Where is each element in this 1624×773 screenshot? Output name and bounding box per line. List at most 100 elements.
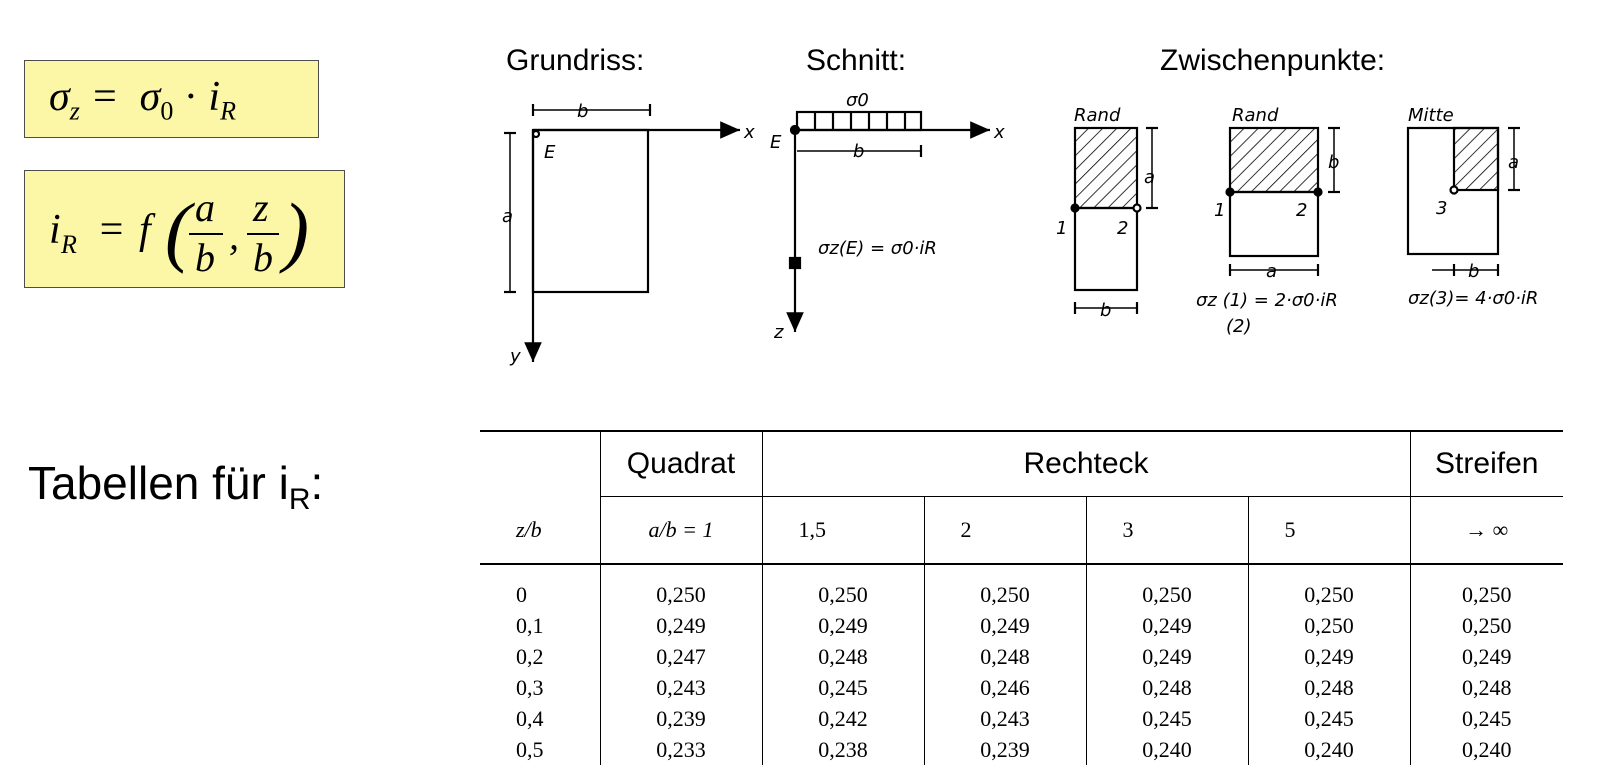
svg-text:a: a xyxy=(195,185,215,230)
group-rechteck: Rechteck xyxy=(761,430,1410,497)
zp-rand-2-a: a xyxy=(1266,261,1277,282)
svg-text:): ) xyxy=(279,187,309,274)
table-row: 0,4 0,239 0,242 0,243 0,245 0,245 0,245 xyxy=(480,703,1563,734)
zp-rand-1 xyxy=(1070,126,1158,314)
value-cell: 0,249 xyxy=(923,610,1086,641)
schnitt-sigmaE: σz(E) = σ0·iR xyxy=(818,238,937,259)
value-cell: 0,239 xyxy=(923,734,1086,765)
row-zb-cell: 0,1 xyxy=(516,613,544,638)
value-cell: 0,243 xyxy=(923,703,1086,734)
col-3: 3 xyxy=(1085,496,1248,564)
value-cell: 0,250 xyxy=(1247,563,1410,610)
grundriss-y: y xyxy=(509,346,521,367)
value-cell: 0,249 xyxy=(599,610,762,641)
value-cell: 0,240 xyxy=(1409,734,1563,765)
label-zwischenpunkte: Zwischenpunkte: xyxy=(1160,44,1386,77)
value-cell: 0,249 xyxy=(1409,641,1563,672)
svg-text:b: b xyxy=(195,235,215,280)
value-cell: 0,240 xyxy=(1247,734,1410,765)
value-cell: 0,250 xyxy=(599,563,762,610)
value-cell: 0,250 xyxy=(923,563,1086,610)
group-streifen: Streifen xyxy=(1409,430,1563,497)
row-zb-cell: 0,3 xyxy=(516,675,544,700)
value-cell: 0,247 xyxy=(599,641,762,672)
diagram-area: b a E x y σ0 E b x z σz(E) = σ0·iR Rand … xyxy=(502,90,1538,367)
row-zb-cell: 0,5 xyxy=(516,737,544,762)
zp-rand-2-label: Rand xyxy=(1232,105,1279,126)
schnitt-b: b xyxy=(853,141,864,162)
value-cell: 0,250 xyxy=(761,563,924,610)
formula-sigma: σz = σ0 · iR xyxy=(49,74,236,126)
zp-mitte-label: Mitte xyxy=(1408,105,1454,126)
zp-rand-2-sigma: σz (1) = 2·σ0·iR xyxy=(1196,290,1338,311)
table-row: 0,5 0,233 0,238 0,239 0,240 0,240 0,240 xyxy=(480,734,1563,765)
grundriss-diagram xyxy=(504,104,740,362)
zp-rand-2 xyxy=(1225,126,1340,276)
row-zb-cell: 0 xyxy=(480,563,600,610)
grundriss-x: x xyxy=(743,122,755,143)
col-5: 5 xyxy=(1247,496,1410,564)
zp-rand-2-sigma2: (2) xyxy=(1226,316,1252,337)
value-cell: 0,250 xyxy=(1409,610,1563,641)
value-cell: 0,245 xyxy=(1247,703,1410,734)
svg-text:(: ( xyxy=(165,187,195,274)
influence-table: Quadrat Rechteck Streifen z/b a/b = 1 1,… xyxy=(480,430,1563,765)
svg-text:,: , xyxy=(229,213,239,258)
zp-mitte xyxy=(1406,126,1520,276)
col-2: 2 xyxy=(923,496,1086,564)
schnitt-E: E xyxy=(770,132,782,153)
value-cell: 0,245 xyxy=(761,672,924,703)
value-cell: 0,250 xyxy=(1409,563,1563,610)
value-cell: 0,240 xyxy=(1085,734,1248,765)
schnitt-diagram xyxy=(786,110,990,332)
formula-influence-box: i R = f ( a b , z b ) xyxy=(24,170,345,288)
zp-rand-1-a: a xyxy=(1144,167,1155,188)
zp-rand-1-label: Rand xyxy=(1074,105,1121,126)
zp-rand-1-b: b xyxy=(1100,300,1111,321)
value-cell: 0,248 xyxy=(923,641,1086,672)
row-zb-cell: 0,4 xyxy=(516,706,544,731)
zp-mitte-b: b xyxy=(1468,261,1479,282)
table-row: 0,1 0,249 0,249 0,249 0,249 0,250 0,250 xyxy=(480,610,1563,641)
label-grundriss: Grundriss: xyxy=(506,44,645,77)
zp-rand-1-p1: 1 xyxy=(1056,218,1067,239)
value-cell: 0,249 xyxy=(761,610,924,641)
svg-text:=: = xyxy=(97,207,125,253)
row-zb-cell: 0,2 xyxy=(516,644,544,669)
zp-rand-2-b: b xyxy=(1328,152,1339,173)
grundriss-E: E xyxy=(544,142,556,163)
value-cell: 0,238 xyxy=(761,734,924,765)
zp-rand-2-p2: 2 xyxy=(1296,200,1307,221)
value-cell: 0,250 xyxy=(1085,563,1248,610)
group-quadrat: Quadrat xyxy=(599,430,762,497)
value-cell: 0,245 xyxy=(1085,703,1248,734)
zp-rand-2-p1: 1 xyxy=(1214,200,1225,221)
value-cell: 0,249 xyxy=(1085,610,1248,641)
table-row: 0 0,250 0,250 0,250 0,250 0,250 0,250 xyxy=(480,563,1563,610)
value-cell: 0,250 xyxy=(1247,610,1410,641)
svg-text:R: R xyxy=(60,230,77,259)
zp-mitte-p3: 3 xyxy=(1436,198,1447,219)
value-cell: 0,248 xyxy=(1085,672,1248,703)
value-cell: 0,242 xyxy=(761,703,924,734)
value-cell: 0,248 xyxy=(761,641,924,672)
value-cell: 0,248 xyxy=(1247,672,1410,703)
col-ab1: a/b = 1 xyxy=(599,496,762,564)
zp-rand-1-p2: 2 xyxy=(1117,218,1128,239)
value-cell: 0,239 xyxy=(599,703,762,734)
zp-mitte-sigma: σz(3)= 4·σ0·iR xyxy=(1408,288,1538,309)
schnitt-sigma0: σ0 xyxy=(846,90,869,111)
col-zb: z/b xyxy=(516,516,542,542)
value-cell: 0,233 xyxy=(599,734,762,765)
svg-text:i: i xyxy=(49,207,61,253)
svg-text:b: b xyxy=(253,235,273,280)
svg-text:z: z xyxy=(252,185,269,230)
col-1-5: 1,5 xyxy=(761,496,924,564)
value-cell: 0,245 xyxy=(1409,703,1563,734)
table-row: 0,3 0,243 0,245 0,246 0,248 0,248 0,248 xyxy=(480,672,1563,703)
value-cell: 0,246 xyxy=(923,672,1086,703)
value-cell: 0,249 xyxy=(1085,641,1248,672)
formula-influence: i R = f ( a b , z b ) xyxy=(49,185,309,280)
table-row: 0,2 0,247 0,248 0,248 0,249 0,249 0,249 xyxy=(480,641,1563,672)
label-schnitt: Schnitt: xyxy=(806,44,907,77)
